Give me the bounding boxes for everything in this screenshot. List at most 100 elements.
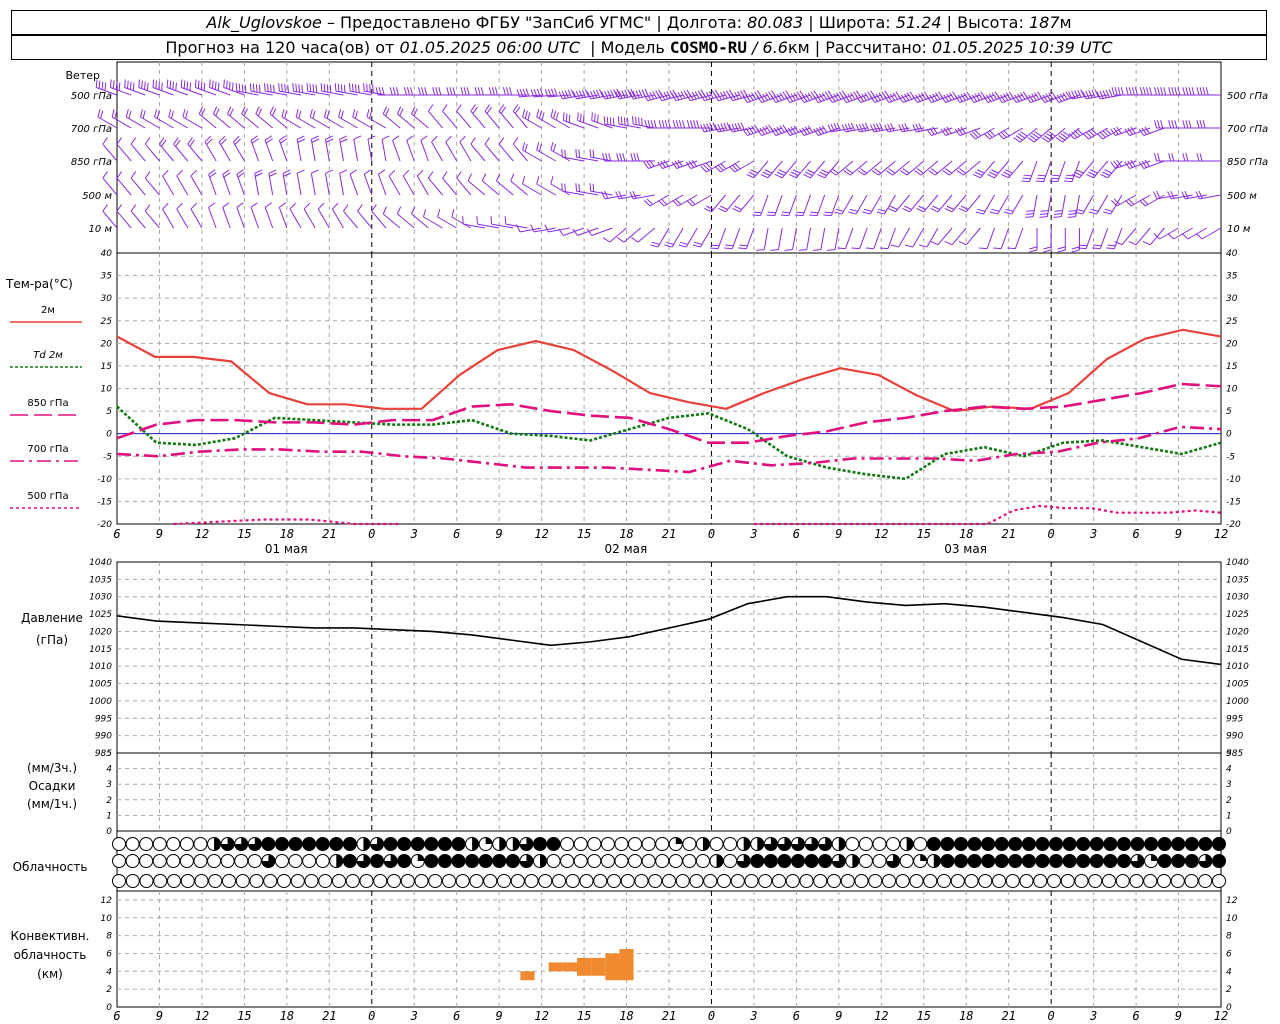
wind-barb-staff [649,194,670,207]
wind-barb-flag [807,92,814,100]
wind-barb [476,216,500,229]
wind-barb-staff [1033,127,1052,143]
wind-barb-flag [1092,247,1101,250]
wind-barb [348,83,372,96]
wind-barb [958,194,981,213]
wind-barb-flag [572,91,578,100]
wind-barb-staff [442,177,458,196]
wind-barb-flag [604,90,609,99]
cloud-symbol-fill [933,854,941,868]
wind-barb-flag [558,91,563,100]
wind-barb-flag [215,108,220,117]
cloud-symbol-fill [940,837,954,851]
pressure-ytick-right: 1030 [1226,593,1249,603]
wind-barb-staff [1003,127,1024,140]
wind-barb-flag [620,116,623,125]
wind-barb-flag [665,241,674,245]
wind-barb-flag [399,108,404,117]
wind-barb-staff [562,94,585,100]
wind-barb-flag [572,228,578,236]
wind-barb-flag [315,84,318,93]
wind-barb-flag [1007,247,1016,250]
wind-barb-flag [382,106,388,115]
wind-barb [451,209,472,229]
wind-barb-staff [591,227,613,236]
cloud-symbol-fill [452,854,466,868]
bottom-xtick: 21 [1001,1009,1015,1023]
wind-barb [1063,160,1080,183]
wind-barb-staff [209,87,231,96]
cloud-symbol [235,874,250,888]
wind-barb-staff [491,223,514,229]
cloud-symbol-fill [539,854,547,868]
wind-barb-staff [265,90,287,96]
wind-barb-flag [672,120,676,129]
wind-barb [306,83,330,96]
bottom-xtick: 3 [1089,1009,1097,1023]
cloud-symbol [274,854,289,868]
wind-barb-staff [364,90,387,96]
cloud-symbol [662,874,676,888]
bottom-xtick: 3 [410,1009,418,1023]
wind-barb-flag [1196,120,1200,129]
wind-barb-flag [102,137,108,145]
wind-barb-flag [1041,137,1049,143]
wind-barb [672,194,698,207]
wind-barb [841,122,868,133]
wind-barb-flag [326,110,330,119]
temp-xtick: 0 [1048,527,1055,541]
cloud-symbol-fill [1171,854,1185,868]
wind-barb-flag [1000,131,1007,138]
wind-barb [586,227,613,236]
wind-barb-flag [229,81,231,90]
cloud-symbol [1060,874,1075,888]
wind-barb [862,194,882,215]
wind-barb-staff [534,227,556,233]
pressure-ytick-right: 1035 [1226,575,1249,585]
wind-barb-flag [888,208,896,213]
wind-barb [871,160,896,176]
wind-barb-flag [432,87,436,96]
wind-barb-flag [1031,93,1037,101]
wind-barb-flag [220,138,227,145]
wind-barb-flag [555,112,559,121]
wind-barb [130,137,146,162]
wind-barb-flag [1036,177,1045,180]
wind-barb-flag [372,84,374,93]
wind-barb-flag [960,205,969,210]
wind-barb-staff [512,143,528,162]
wind-barb-flag [606,116,609,125]
wind-barb-flag [132,82,135,91]
cloud-symbol-fill [261,854,275,868]
wind-barb [504,216,528,229]
wind-barb-flag [254,169,263,174]
wind-barb-flag [1029,249,1038,253]
wind-barb-flag [714,93,719,101]
wind-barb-flag [1034,92,1040,100]
wind-barb [162,202,175,229]
wind-barb [1067,194,1080,218]
temp-ytick-right: 25 [1226,317,1238,327]
wind-barb-staff [512,110,528,129]
wind-barb-flag [524,110,528,119]
wind-barb-flag [463,87,467,96]
wind-barb-flag [740,122,745,130]
wind-barb [601,190,627,200]
series-line-pressure [116,595,1222,666]
wind-barb-staff [983,194,995,215]
wind-barb-flag [1054,210,1063,212]
wind-barb-staff [731,227,741,249]
wind-barb-flag [1110,128,1116,136]
wind-barb-flag [773,127,780,135]
wind-barb-staff [420,140,429,162]
wind-barb-flag [706,123,711,131]
wind-barb-flag [776,93,782,101]
wind-barb-flag [158,81,160,90]
wind-barb [1138,126,1165,136]
pressure-ytick-left: 1030 [89,593,112,603]
wind-barb-flag [680,91,686,99]
wind-barb [904,227,925,248]
wind-barb-flag [162,169,169,177]
wind-barb-flag [892,92,899,100]
wind-barb-flag [875,93,881,101]
